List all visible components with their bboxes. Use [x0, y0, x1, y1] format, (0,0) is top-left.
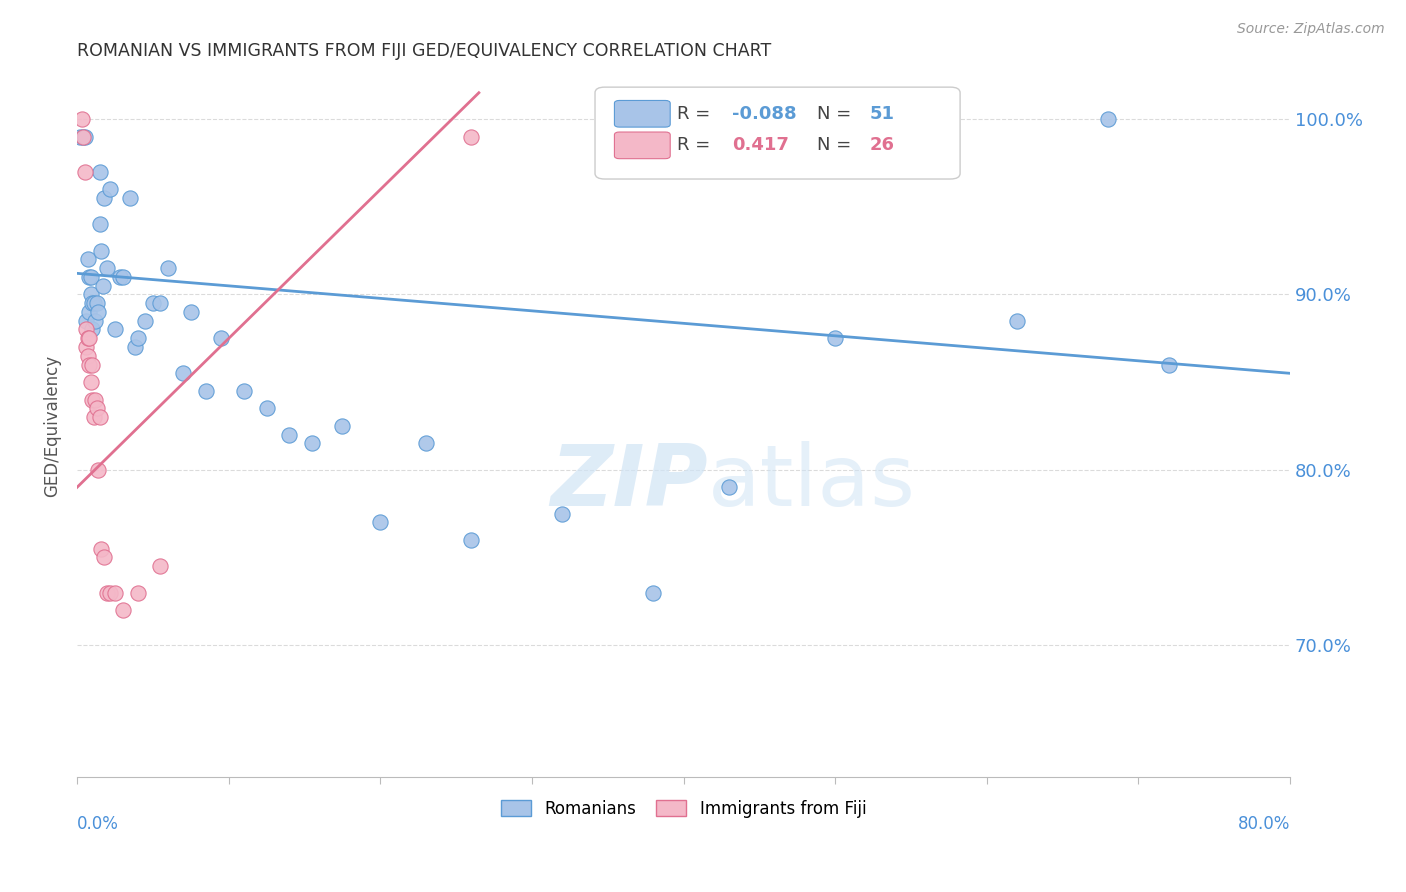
- Point: [82, 392, 104, 407]
- Point: [370, 516, 392, 530]
- Text: 26: 26: [869, 136, 894, 154]
- Point: [301, 436, 323, 450]
- Point: [127, 585, 149, 599]
- Point: [82, 358, 104, 372]
- Y-axis label: GED/Equivalency: GED/Equivalency: [44, 355, 60, 497]
- Legend: Romanians, Immigrants from Fiji: Romanians, Immigrants from Fiji: [495, 793, 873, 824]
- Point: [83, 410, 105, 425]
- Point: [72, 129, 94, 144]
- Point: [87, 463, 110, 477]
- Point: [93, 191, 115, 205]
- Point: [87, 305, 110, 319]
- Point: [80, 375, 103, 389]
- Point: [100, 182, 122, 196]
- FancyBboxPatch shape: [614, 132, 671, 159]
- Point: [75, 340, 97, 354]
- Point: [76, 349, 98, 363]
- Text: ZIP: ZIP: [550, 441, 707, 524]
- Point: [84, 392, 107, 407]
- Text: R =: R =: [678, 104, 711, 123]
- Point: [73, 129, 96, 144]
- Point: [278, 427, 301, 442]
- Point: [209, 331, 232, 345]
- Point: [232, 384, 254, 398]
- Point: [83, 296, 105, 310]
- Point: [76, 331, 98, 345]
- FancyBboxPatch shape: [614, 101, 671, 127]
- Point: [120, 191, 142, 205]
- Point: [77, 269, 100, 284]
- Point: [77, 358, 100, 372]
- Text: 51: 51: [869, 104, 894, 123]
- Point: [256, 401, 278, 416]
- Point: [80, 269, 103, 284]
- Text: atlas: atlas: [707, 441, 915, 524]
- Point: [91, 278, 114, 293]
- Point: [1005, 314, 1028, 328]
- Point: [69, 129, 91, 144]
- Point: [84, 314, 107, 328]
- Point: [415, 436, 437, 450]
- Point: [86, 401, 108, 416]
- Point: [134, 314, 156, 328]
- Point: [82, 296, 104, 310]
- Text: 0.0%: 0.0%: [77, 815, 120, 833]
- Point: [75, 322, 97, 336]
- Point: [100, 585, 122, 599]
- Text: R =: R =: [678, 136, 711, 154]
- Point: [172, 367, 194, 381]
- Point: [111, 269, 134, 284]
- Point: [90, 244, 112, 258]
- Text: 80.0%: 80.0%: [1237, 815, 1291, 833]
- Text: 0.417: 0.417: [733, 136, 789, 154]
- Point: [89, 217, 111, 231]
- Point: [96, 585, 118, 599]
- Point: [194, 384, 217, 398]
- Point: [89, 410, 111, 425]
- Point: [142, 296, 165, 310]
- Point: [718, 480, 741, 494]
- Point: [149, 296, 172, 310]
- Point: [1097, 112, 1119, 126]
- Point: [149, 559, 172, 574]
- Point: [127, 331, 149, 345]
- FancyBboxPatch shape: [595, 87, 960, 179]
- Point: [643, 585, 665, 599]
- Point: [72, 129, 94, 144]
- Point: [89, 164, 111, 178]
- Point: [1157, 358, 1180, 372]
- Point: [104, 585, 127, 599]
- Point: [73, 164, 96, 178]
- Point: [332, 418, 354, 433]
- Point: [124, 340, 146, 354]
- Point: [82, 322, 104, 336]
- Point: [551, 507, 574, 521]
- Point: [77, 331, 100, 345]
- Point: [70, 112, 93, 126]
- Point: [96, 261, 118, 276]
- Point: [76, 252, 98, 267]
- Point: [157, 261, 180, 276]
- Point: [460, 533, 482, 547]
- Point: [180, 305, 202, 319]
- Point: [111, 603, 134, 617]
- Point: [75, 314, 97, 328]
- Point: [460, 129, 482, 144]
- Point: [90, 541, 112, 556]
- Text: Source: ZipAtlas.com: Source: ZipAtlas.com: [1237, 22, 1385, 37]
- Text: N =: N =: [817, 104, 851, 123]
- Point: [77, 305, 100, 319]
- Text: -0.088: -0.088: [733, 104, 797, 123]
- Point: [93, 550, 115, 565]
- Point: [108, 269, 131, 284]
- Point: [104, 322, 127, 336]
- Text: ROMANIAN VS IMMIGRANTS FROM FIJI GED/EQUIVALENCY CORRELATION CHART: ROMANIAN VS IMMIGRANTS FROM FIJI GED/EQU…: [77, 42, 772, 60]
- Text: N =: N =: [817, 136, 851, 154]
- Point: [824, 331, 846, 345]
- Point: [80, 287, 103, 301]
- Point: [86, 296, 108, 310]
